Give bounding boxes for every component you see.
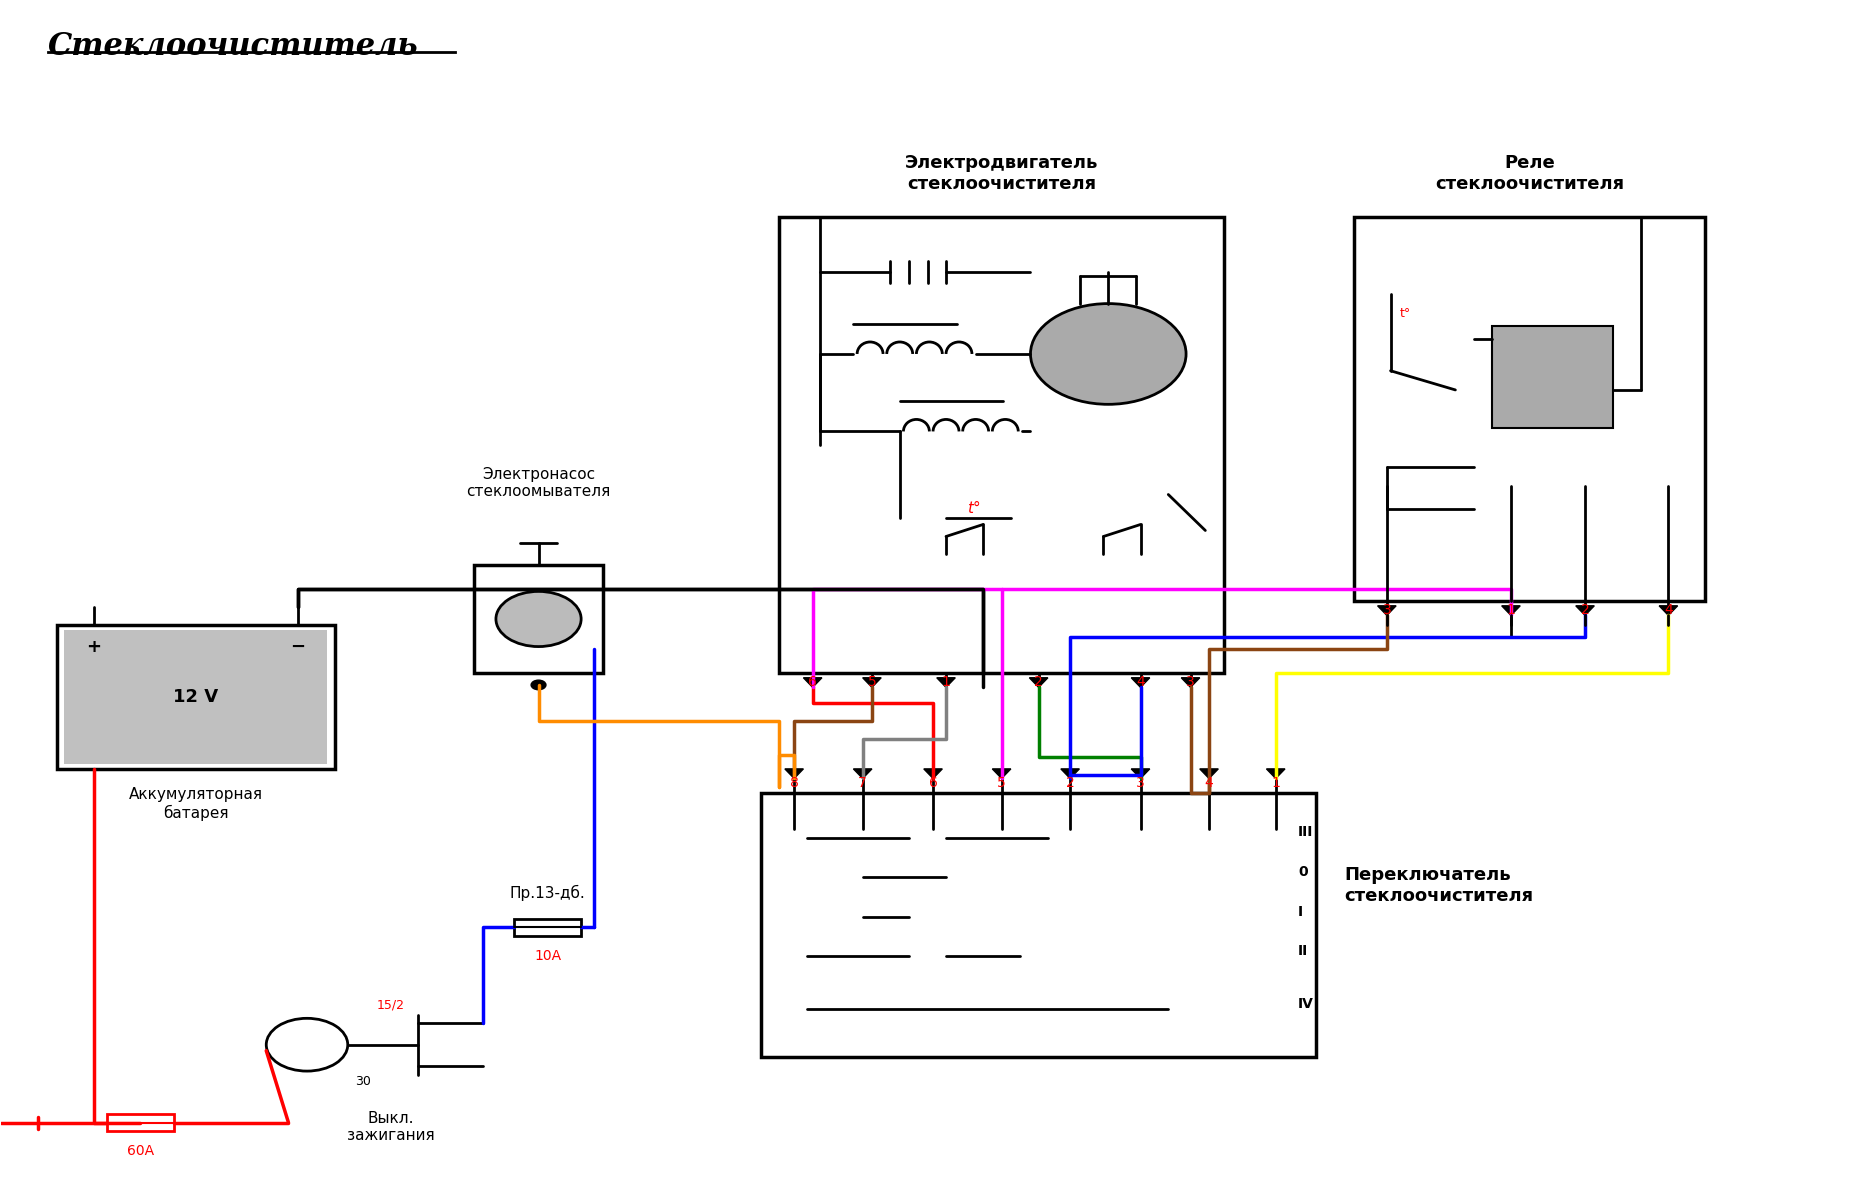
Text: 3: 3 (1185, 676, 1195, 690)
Bar (779, 218, 1224, 673)
Text: 5: 5 (868, 676, 876, 690)
Bar (58, 625, 334, 769)
Text: 60А: 60А (126, 1144, 154, 1159)
Text: 1: 1 (1271, 776, 1280, 791)
Text: 4: 4 (1135, 676, 1145, 690)
Text: Аккумуляторная
батарея: Аккумуляторная батарея (128, 787, 263, 821)
Circle shape (531, 680, 545, 690)
Text: 7: 7 (859, 776, 866, 791)
Text: 30: 30 (354, 1075, 371, 1088)
Text: 10А: 10А (534, 948, 562, 963)
Polygon shape (924, 769, 942, 779)
Polygon shape (937, 678, 955, 688)
Text: 6: 6 (809, 676, 816, 690)
Text: 1: 1 (942, 676, 950, 690)
Text: t°: t° (1401, 307, 1412, 320)
Polygon shape (992, 769, 1011, 779)
Bar (1493, 327, 1612, 428)
Polygon shape (1575, 606, 1593, 615)
Text: t°: t° (966, 501, 981, 517)
Text: 2: 2 (1067, 776, 1074, 791)
Text: III: III (1298, 826, 1313, 839)
Text: −: − (289, 637, 306, 655)
Bar (473, 565, 603, 673)
Text: 8: 8 (790, 776, 800, 791)
Polygon shape (1658, 606, 1677, 615)
Bar (761, 793, 1317, 1057)
Circle shape (1031, 304, 1185, 404)
Polygon shape (863, 678, 881, 688)
Circle shape (267, 1018, 347, 1071)
Text: 4: 4 (1664, 603, 1673, 618)
Bar (65, 630, 326, 764)
Polygon shape (1132, 769, 1150, 779)
Polygon shape (1030, 678, 1048, 688)
Text: Переключатель
стеклоочистителя: Переключатель стеклоочистителя (1345, 865, 1534, 905)
Text: I: I (1298, 905, 1302, 918)
Text: Электродвигатель
стеклоочистителя: Электродвигатель стеклоочистителя (905, 155, 1098, 194)
Text: 15/2: 15/2 (377, 998, 404, 1011)
Text: 5: 5 (998, 776, 1005, 791)
Polygon shape (803, 678, 822, 688)
Text: +: + (87, 637, 102, 655)
Bar (1354, 218, 1705, 601)
Text: Пр.13-дб.: Пр.13-дб. (510, 885, 586, 900)
Polygon shape (853, 769, 872, 779)
Polygon shape (1200, 769, 1219, 779)
Polygon shape (1132, 678, 1150, 688)
Text: 0: 0 (1298, 865, 1308, 879)
Text: Стеклоочиститель: Стеклоочиститель (48, 31, 419, 63)
Text: 3: 3 (1382, 603, 1391, 618)
Bar (108, 1114, 174, 1131)
Text: 1: 1 (1506, 603, 1516, 618)
Polygon shape (1267, 769, 1286, 779)
Text: 12 V: 12 V (173, 688, 219, 706)
Text: 4: 4 (1204, 776, 1213, 791)
Text: Электронасос
стеклоомывателя: Электронасос стеклоомывателя (466, 466, 610, 499)
Text: 3: 3 (1135, 776, 1145, 791)
Text: II: II (1298, 945, 1308, 958)
Text: IV: IV (1298, 996, 1313, 1011)
Text: Реле
стеклоочистителя: Реле стеклоочистителя (1436, 155, 1623, 194)
Text: 2: 2 (1035, 676, 1043, 690)
Polygon shape (785, 769, 803, 779)
Polygon shape (1182, 678, 1200, 688)
Polygon shape (1503, 606, 1521, 615)
Polygon shape (1378, 606, 1397, 615)
Text: 2: 2 (1580, 603, 1590, 618)
Text: 6: 6 (929, 776, 937, 791)
Bar (514, 918, 581, 935)
Circle shape (495, 591, 581, 647)
Polygon shape (1061, 769, 1080, 779)
Text: Выкл.
зажигания: Выкл. зажигания (347, 1111, 434, 1143)
